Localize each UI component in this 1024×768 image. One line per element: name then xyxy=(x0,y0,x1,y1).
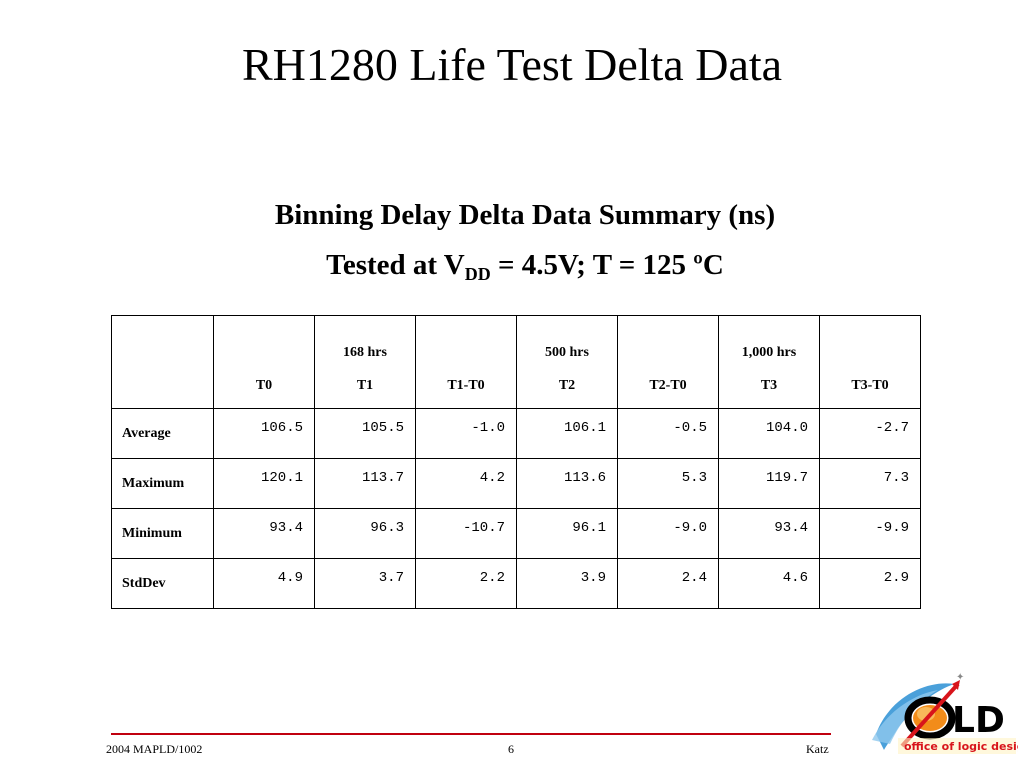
header-cell-t3: 1,000 hrs T3 xyxy=(718,315,820,409)
header-top-label xyxy=(416,345,516,361)
test-conditions-subscript: DD xyxy=(464,264,491,284)
test-conditions-prefix: Tested at V xyxy=(326,249,465,281)
row-label: Average xyxy=(111,408,214,459)
table-cell: -0.5 xyxy=(617,408,719,459)
table-cell: 106.1 xyxy=(516,408,618,459)
table-cell: 2.2 xyxy=(415,558,517,609)
table-row-maximum: Maximum 120.1 113.7 4.2 113.6 5.3 119.7 … xyxy=(111,458,921,509)
header-cell-t1: 168 hrs T1 xyxy=(314,315,416,409)
table-cell: 113.7 xyxy=(314,458,416,509)
table-cell: -9.0 xyxy=(617,508,719,559)
header-bottom-label: T3 xyxy=(760,378,778,393)
header-top-label: 1,000 hrs xyxy=(741,345,797,360)
table-cell: 93.4 xyxy=(213,508,315,559)
table-cell: 3.7 xyxy=(314,558,416,609)
header-cell-t1-t0: T1-T0 xyxy=(415,315,517,409)
table-cell: 96.3 xyxy=(314,508,416,559)
table-cell: 4.2 xyxy=(415,458,517,509)
header-top-label: 168 hrs xyxy=(343,345,387,360)
header-cell-t2-t0: T2-T0 xyxy=(617,315,719,409)
footer-conference: 2004 MAPLD/1002 xyxy=(106,742,203,756)
logo-ld-letters: LD xyxy=(952,700,1005,741)
row-label: Maximum xyxy=(111,458,214,509)
svg-text:✦: ✦ xyxy=(956,672,964,683)
old-logo-icon: ✦ LD office of logic design xyxy=(872,672,1018,754)
table-cell: 120.1 xyxy=(213,458,315,509)
table-caption: Binning Delay Delta Data Summary (ns) xyxy=(274,199,776,231)
table-cell: 4.6 xyxy=(718,558,820,609)
header-cell-corner xyxy=(111,315,214,409)
header-bottom-label: T0 xyxy=(255,378,273,393)
table-cell: 119.7 xyxy=(718,458,820,509)
header-bottom-label: T2 xyxy=(558,378,576,393)
header-bottom-label: T3-T0 xyxy=(851,378,889,393)
row-label: StdDev xyxy=(111,558,214,609)
table-cell: -10.7 xyxy=(415,508,517,559)
table-cell: -9.9 xyxy=(819,508,921,559)
table-cell: 3.9 xyxy=(516,558,618,609)
logo-tagline: office of logic design xyxy=(904,740,1018,753)
logo-o-letter xyxy=(904,696,956,740)
footer-author: Katz xyxy=(806,742,829,756)
header-top-label: 500 hrs xyxy=(545,345,589,360)
header-cell-t0: T0 xyxy=(213,315,315,409)
header-bottom-label: T1-T0 xyxy=(447,378,485,393)
footer-page-number: 6 xyxy=(508,742,514,756)
table-cell: -2.7 xyxy=(819,408,921,459)
header-top-label xyxy=(214,345,314,361)
table-cell: 4.9 xyxy=(213,558,315,609)
table-cell: 113.6 xyxy=(516,458,618,509)
table-header-row: T0 168 hrs T1 T1-T0 500 hrs T2 T2-T0 1,000… xyxy=(111,315,921,409)
table-row-stddev: StdDev 4.9 3.7 2.2 3.9 2.4 4.6 2.9 xyxy=(111,558,921,609)
table-cell: 5.3 xyxy=(617,458,719,509)
table-cell: 2.9 xyxy=(819,558,921,609)
footer-divider xyxy=(111,733,831,735)
row-label: Minimum xyxy=(111,508,214,559)
table-row-minimum: Minimum 93.4 96.3 -10.7 96.1 -9.0 93.4 -… xyxy=(111,508,921,559)
logo-arrow xyxy=(900,682,960,748)
test-conditions: Tested at VDD = 4.5V; T = 125 ºC xyxy=(0,248,1024,286)
slide-title: RH1280 Life Test Delta Data xyxy=(241,39,783,90)
header-bottom-label: T1 xyxy=(356,378,374,393)
table-row-average: Average 106.5 105.5 -1.0 106.1 -0.5 104.… xyxy=(111,408,921,459)
header-bottom-label: T2-T0 xyxy=(649,378,687,393)
header-cell-t2: 500 hrs T2 xyxy=(516,315,618,409)
table-cell: 104.0 xyxy=(718,408,820,459)
header-top-label xyxy=(618,345,718,361)
header-cell-t3-t0: T3-T0 xyxy=(819,315,921,409)
table-cell: 7.3 xyxy=(819,458,921,509)
table-cell: 93.4 xyxy=(718,508,820,559)
table-cell: 2.4 xyxy=(617,558,719,609)
header-top-label xyxy=(820,345,920,361)
table-cell: 105.5 xyxy=(314,408,416,459)
delta-data-table: T0 168 hrs T1 T1-T0 500 hrs T2 T2-T0 1,000… xyxy=(111,315,921,609)
table-cell: -1.0 xyxy=(415,408,517,459)
table-cell: 106.5 xyxy=(213,408,315,459)
test-conditions-suffix: = 4.5V; T = 125 ºC xyxy=(490,249,724,281)
table-cell: 96.1 xyxy=(516,508,618,559)
